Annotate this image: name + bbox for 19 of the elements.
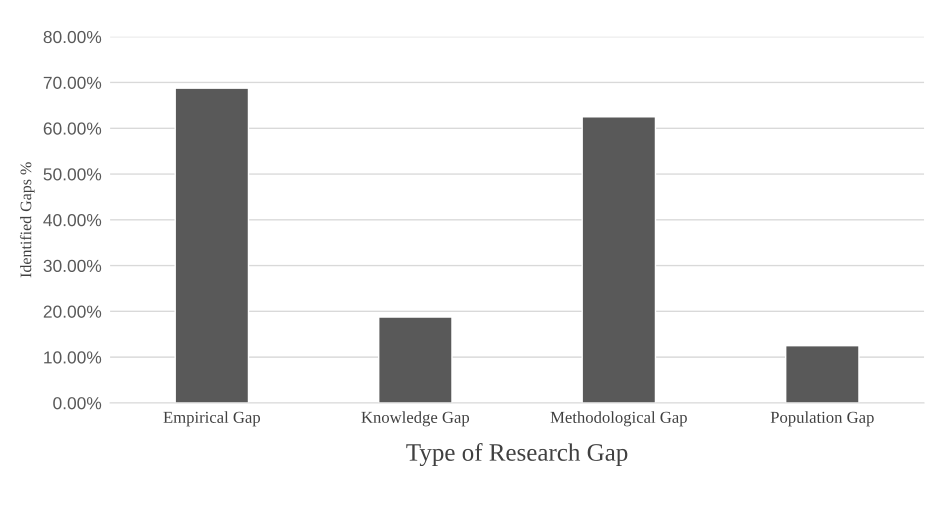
y-tick-label: 0.00% xyxy=(53,397,102,410)
x-tick-label: Population Gap xyxy=(770,411,874,426)
x-axis-title: Type of Research Gap xyxy=(406,443,628,466)
bar xyxy=(378,316,453,403)
y-tick-label: 20.00% xyxy=(44,306,102,318)
bar xyxy=(174,88,250,403)
y-tick-label: 70.00% xyxy=(44,76,102,89)
bar xyxy=(582,116,656,403)
x-tick-label: Knowledge Gap xyxy=(361,411,470,426)
y-tick-label: 50.00% xyxy=(44,168,102,180)
y-tick-label: 60.00% xyxy=(44,122,102,135)
y-tick-label: 10.00% xyxy=(44,351,102,364)
x-tick-label: Empirical Gap xyxy=(164,411,260,426)
y-axis-title: Identified Gaps % xyxy=(20,162,35,278)
y-tick-label: 80.00% xyxy=(44,30,102,44)
y-tick-label: 40.00% xyxy=(43,214,102,226)
x-tick-label: Methodological Gap xyxy=(550,411,687,426)
bar xyxy=(784,344,860,403)
y-tick-label: 30.00% xyxy=(44,260,102,272)
